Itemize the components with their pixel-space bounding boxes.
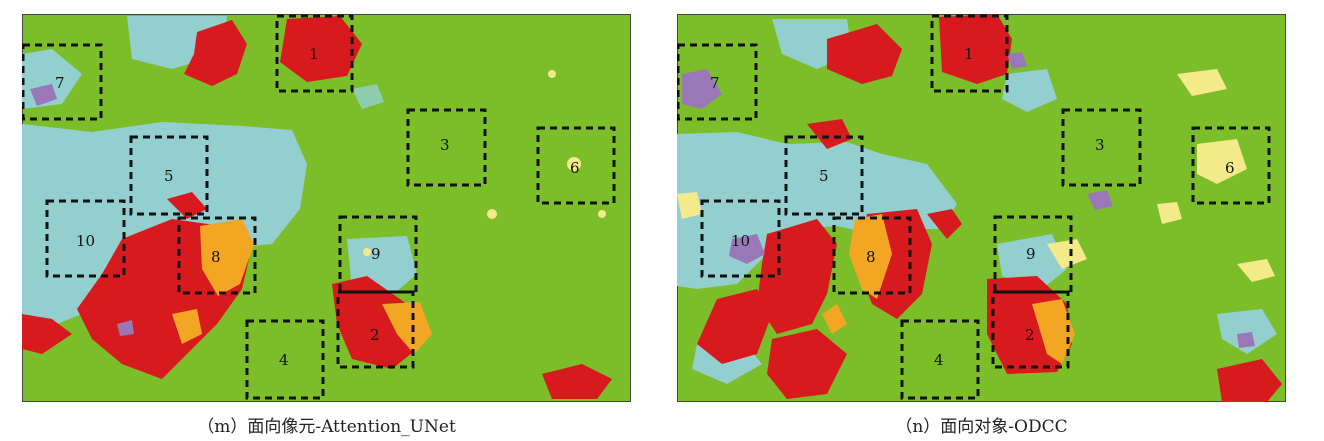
region-box xyxy=(784,135,864,216)
region-label: 3 xyxy=(440,136,450,154)
region-label: 5 xyxy=(164,167,174,185)
map-panel-left: 1 2 3 4 5 6 7 8 9 10 xyxy=(22,14,631,402)
region-box xyxy=(991,290,1070,369)
region-box xyxy=(22,43,103,121)
region-label: 2 xyxy=(370,326,380,344)
region-label: 10 xyxy=(76,232,95,250)
region-label: 4 xyxy=(279,351,289,369)
region-box xyxy=(993,215,1073,294)
region-box xyxy=(275,14,354,93)
map-panel-right: 1 2 3 4 5 6 7 8 9 10 xyxy=(677,14,1286,402)
region-box xyxy=(245,319,325,400)
region-box xyxy=(1061,108,1142,187)
caption-right: （n）面向对象-ODCC xyxy=(895,417,1068,437)
region-box xyxy=(129,135,209,216)
region-box xyxy=(832,216,912,295)
region-box xyxy=(406,108,487,187)
region-label: 6 xyxy=(570,159,580,177)
region-box xyxy=(338,215,418,294)
region-box xyxy=(1191,126,1271,205)
region-box xyxy=(700,199,781,278)
caption-left: （m）面向像元-Attention_UNet xyxy=(197,417,456,437)
classification-map-left: 1 2 3 4 5 6 7 8 9 10 xyxy=(22,14,631,402)
region-label: 6 xyxy=(1225,159,1235,177)
region-box xyxy=(677,43,758,121)
region-label: 9 xyxy=(1026,245,1036,263)
region-label: 1 xyxy=(309,45,319,63)
region-label: 10 xyxy=(731,232,750,250)
region-box xyxy=(536,126,616,205)
region-label: 8 xyxy=(211,248,221,266)
region-label: 3 xyxy=(1095,136,1105,154)
region-label: 1 xyxy=(964,45,974,63)
region-label: 2 xyxy=(1025,326,1035,344)
region-label: 8 xyxy=(866,248,876,266)
classification-map-right: 1 2 3 4 5 6 7 8 9 10 xyxy=(677,14,1286,402)
region-box xyxy=(336,290,415,369)
region-label: 7 xyxy=(55,74,65,92)
region-box xyxy=(45,199,126,278)
region-label: 9 xyxy=(371,245,381,263)
region-label: 5 xyxy=(819,167,829,185)
region-label: 7 xyxy=(710,74,720,92)
region-label: 4 xyxy=(934,351,944,369)
region-box xyxy=(900,319,980,400)
region-box xyxy=(177,216,257,295)
region-box xyxy=(930,14,1009,93)
